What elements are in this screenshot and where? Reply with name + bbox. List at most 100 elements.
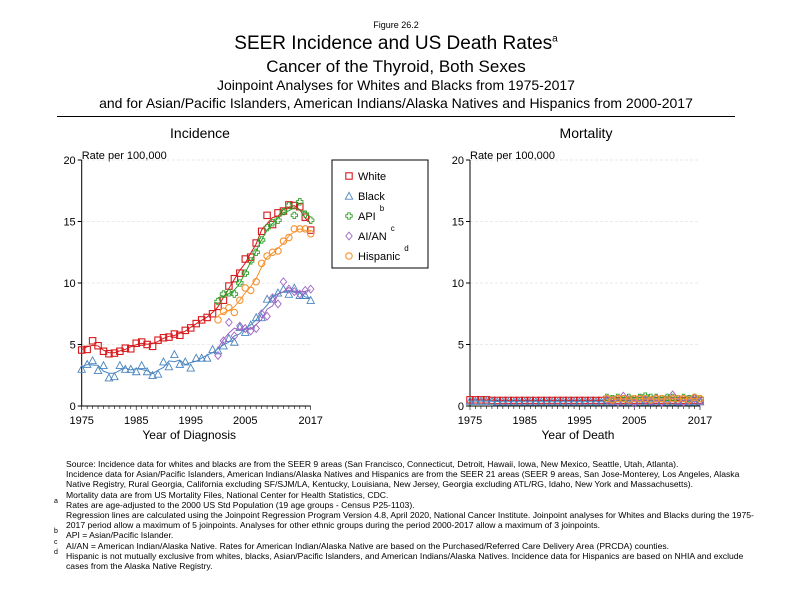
data-point (279, 277, 288, 287)
y-tick-label: 15 (452, 217, 464, 229)
data-point (127, 345, 135, 353)
data-point (214, 297, 222, 306)
data-point (285, 284, 293, 294)
data-point (257, 236, 266, 244)
data-point (547, 397, 557, 406)
data-point (252, 239, 260, 247)
data-point (498, 397, 508, 406)
data-point (542, 397, 552, 406)
x-tick-label: 1975 (458, 415, 482, 427)
data-point (596, 397, 606, 406)
footnote: c AI/AN = American Indian/Alaska Native. … (54, 539, 760, 551)
data-point (197, 316, 206, 324)
legend-label: API (358, 211, 376, 223)
data-point (603, 394, 611, 403)
data-point (290, 201, 299, 210)
data-point (247, 257, 255, 265)
data-point (219, 290, 228, 298)
data-point (487, 396, 497, 405)
x-tick-label: 2005 (622, 415, 646, 427)
series-hispanic (214, 225, 315, 324)
y-tick-label: 20 (452, 155, 464, 167)
figure-number: Figure 26.2 (373, 20, 419, 30)
data-point (208, 309, 217, 318)
data-point (214, 316, 222, 324)
legend-footnote-mark: c (391, 224, 395, 233)
title-rule (57, 116, 735, 117)
data-point (83, 345, 91, 354)
footnote: Mortality data are from US Mortality Fil… (60, 490, 760, 500)
data-point (619, 394, 628, 403)
data-point (553, 397, 563, 406)
data-point (520, 397, 530, 406)
legend-triangle-icon (344, 191, 354, 200)
x-tick-label: 1985 (124, 415, 148, 427)
legend-diamond-icon (345, 231, 353, 241)
footnote: b API = Asian/Pacific Islander. (54, 528, 760, 541)
footnote-mark: a (54, 497, 58, 505)
data-point (230, 274, 239, 283)
data-point (614, 394, 622, 403)
legend-item-white: White (345, 171, 386, 183)
data-point (236, 269, 244, 277)
data-point (569, 397, 579, 406)
data-point (252, 248, 260, 256)
data-point (575, 397, 584, 406)
data-point (219, 341, 228, 350)
data-point (301, 210, 309, 218)
data-point (105, 349, 113, 358)
x-tick-label: 2017 (688, 415, 712, 427)
data-point (225, 303, 233, 312)
x-axis-label: Year of Diagnosis (142, 428, 236, 442)
data-point (285, 201, 293, 210)
data-point (180, 357, 190, 366)
footnote-text: Mortality data are from US Mortality Fil… (66, 489, 389, 500)
legend-label: Hispanic (358, 251, 401, 263)
data-point (307, 216, 315, 224)
data-point (619, 391, 628, 401)
data-point (132, 339, 140, 348)
data-point (263, 224, 271, 232)
regression-line (81, 205, 312, 354)
footnote: d Hispanic is not mutually exclusive from… (54, 549, 760, 571)
data-point (690, 397, 699, 406)
data-point (137, 360, 147, 370)
data-point (148, 342, 157, 351)
data-point (246, 286, 255, 295)
page-title: SEER Incidence and US Death Ratesa (0, 33, 792, 55)
data-point (104, 373, 114, 382)
data-point (229, 337, 239, 346)
footnote-mark: d (54, 548, 58, 556)
legend-plus-icon (345, 212, 353, 220)
x-tick-label: 1975 (69, 415, 93, 427)
series-black (77, 283, 316, 382)
data-point (241, 255, 250, 263)
data-point (214, 302, 222, 311)
footnote-mark: b (54, 528, 58, 536)
data-point (531, 397, 541, 406)
data-point (246, 320, 256, 329)
legend-label: White (358, 171, 386, 183)
subtitle-line-2: and for Asian/Pacific Islanders, America… (99, 95, 693, 111)
data-point (636, 394, 644, 403)
data-point (279, 237, 288, 245)
data-point (224, 333, 234, 342)
chart-mortality: Mortality Rate per 100,000 Year of Death 0 5… (452, 125, 712, 442)
data-point (296, 289, 304, 299)
data-point (591, 397, 601, 406)
data-point (93, 365, 103, 374)
footnote-text: API = Asian/Pacific Islander. (66, 530, 174, 541)
data-point (301, 225, 309, 233)
data-point (88, 355, 98, 365)
data-point (230, 290, 239, 298)
title-text: SEER Incidence and US Death Rates (234, 33, 553, 54)
data-point (225, 317, 233, 327)
data-point (246, 326, 255, 336)
footnote-text: Incidence data for Asian/Pacific Islande… (66, 469, 740, 490)
data-point (646, 396, 655, 404)
chart-title: Mortality (560, 125, 613, 141)
data-point (514, 397, 524, 406)
